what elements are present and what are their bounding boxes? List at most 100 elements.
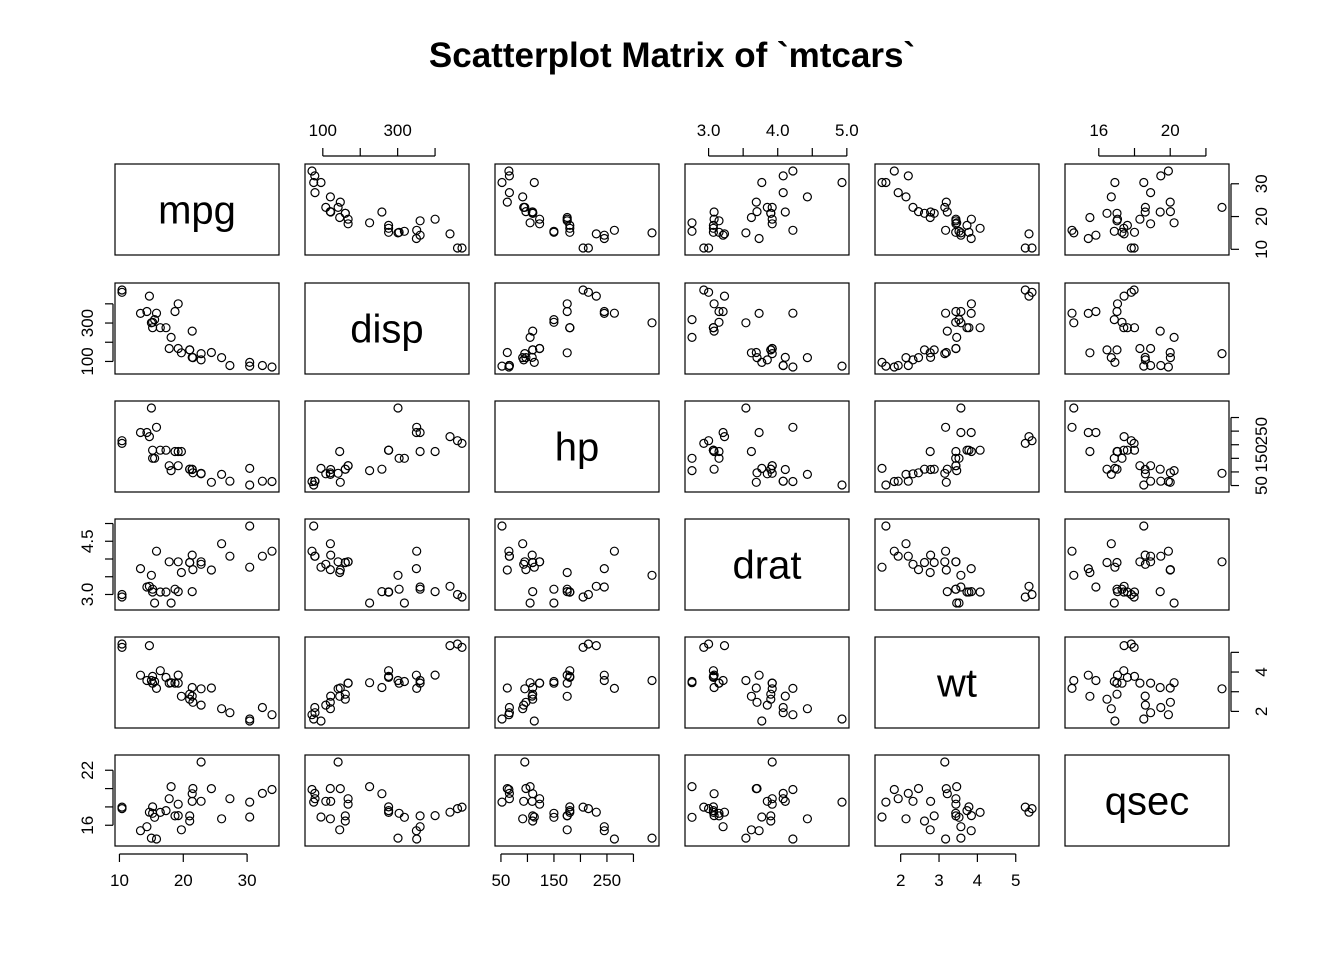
point-qsec-drat-0 — [766, 816, 776, 826]
point-mpg-qsec-17 — [1156, 171, 1166, 181]
point-wt-qsec-24 — [1112, 670, 1123, 680]
point-qsec-mpg-12 — [161, 805, 171, 816]
point-hp-drat-10 — [767, 461, 777, 471]
point-drat-disp-27 — [316, 562, 326, 572]
point-wt-qsec-2 — [1140, 700, 1151, 710]
point-hp-disp-4 — [415, 446, 425, 457]
point-qsec-drat-27 — [757, 812, 767, 822]
point-wt-disp-11 — [384, 666, 394, 676]
point-drat-wt-2 — [908, 559, 918, 569]
point-mpg-drat-2 — [762, 202, 772, 212]
point-hp-wt-23 — [966, 427, 976, 438]
point-mpg-hp-28 — [609, 225, 620, 235]
point-qsec-hp-26 — [518, 814, 528, 824]
point-qsec-mpg-30 — [146, 833, 156, 843]
point-qsec-hp-2 — [519, 796, 529, 806]
tick-label-hp-bottom-2: 150 — [540, 871, 568, 890]
point-disp-qsec-1 — [1112, 345, 1122, 355]
point-drat-disp-15 — [452, 589, 463, 600]
point-hp-wt-20 — [913, 468, 924, 478]
point-hp-wt-30 — [956, 403, 966, 413]
point-wt-disp-28 — [412, 683, 422, 694]
point-drat-mpg-30 — [146, 570, 156, 580]
point-mpg-wt-28 — [940, 225, 951, 235]
point-hp-drat-3 — [709, 464, 719, 474]
panel-mpg-vs-qsec — [1064, 163, 1230, 256]
point-qsec-disp-20 — [325, 783, 335, 794]
point-mpg-wt-8 — [940, 202, 950, 212]
point-disp-qsec-23 — [1083, 308, 1093, 318]
point-disp-qsec-25 — [1145, 360, 1156, 371]
point-mpg-drat-31 — [780, 207, 790, 217]
point-drat-mpg-20 — [188, 564, 198, 575]
point-drat-wt-23 — [966, 563, 976, 574]
point-qsec-mpg-5 — [166, 781, 176, 792]
panel-frame — [494, 163, 660, 256]
point-disp-mpg-21 — [150, 315, 160, 325]
point-mpg-qsec-18 — [1139, 177, 1149, 188]
point-hp-qsec-23 — [1083, 427, 1093, 438]
point-drat-qsec-0 — [1102, 557, 1112, 568]
point-qsec-mpg-27 — [245, 812, 255, 822]
point-qsec-wt-30 — [956, 833, 966, 843]
point-qsec-disp-1 — [340, 811, 350, 821]
point-hp-qsec-15 — [1126, 436, 1136, 446]
point-qsec-drat-19 — [788, 784, 798, 795]
point-drat-mpg-29 — [176, 567, 186, 578]
point-hp-mpg-25 — [225, 476, 235, 486]
tick-label-drat-left-3: 4.5 — [78, 529, 97, 553]
point-disp-hp-25 — [504, 360, 514, 371]
point-disp-mpg-26 — [217, 353, 227, 363]
point-mpg-drat-7 — [751, 197, 761, 207]
point-drat-mpg-14 — [117, 592, 127, 602]
point-mpg-wt-19 — [889, 166, 899, 176]
point-drat-qsec-6 — [1091, 582, 1101, 592]
point-drat-wt-18 — [881, 521, 891, 531]
point-disp-hp-28 — [609, 308, 620, 318]
point-qsec-disp-25 — [310, 794, 320, 804]
point-wt-drat-8 — [767, 684, 777, 694]
point-drat-qsec-22 — [1117, 584, 1127, 594]
point-wt-hp-27 — [529, 716, 539, 726]
point-mpg-disp-24 — [430, 214, 440, 224]
point-mpg-hp-13 — [565, 227, 575, 237]
point-hp-mpg-26 — [217, 469, 227, 479]
point-drat-wt-22 — [951, 584, 961, 594]
panel-frame — [874, 518, 1040, 611]
tick-label-wt-right-0: 2 — [1252, 707, 1271, 716]
point-mpg-disp-4 — [415, 216, 425, 226]
point-qsec-mpg-15 — [117, 803, 127, 814]
point-drat-wt-17 — [903, 551, 913, 561]
point-disp-qsec-31 — [1140, 352, 1150, 362]
point-wt-hp-28 — [609, 683, 620, 694]
point-qsec-disp-14 — [457, 802, 467, 812]
panel-drat-vs-drat: drat — [684, 518, 850, 611]
point-mpg-hp-15 — [583, 243, 594, 253]
point-mpg-disp-17 — [310, 171, 320, 181]
point-hp-qsec-2 — [1140, 469, 1151, 479]
point-hp-disp-10 — [343, 461, 353, 471]
point-wt-drat-28 — [788, 683, 798, 694]
point-hp-drat-18 — [837, 480, 847, 490]
tick-label-qsec-top-0: 16 — [1089, 121, 1108, 140]
point-hp-wt-5 — [952, 466, 962, 476]
point-disp-hp-15 — [583, 287, 594, 297]
point-mpg-qsec-25 — [1145, 188, 1156, 198]
panel-qsec-vs-qsec: qsec — [1064, 754, 1230, 847]
point-qsec-hp-17 — [504, 788, 514, 799]
point-qsec-wt-6 — [956, 822, 966, 832]
point-mpg-qsec-7 — [1165, 197, 1175, 207]
point-wt-drat-31 — [780, 691, 790, 701]
point-disp-wt-31 — [925, 352, 936, 362]
point-qsec-drat-13 — [708, 802, 719, 812]
point-disp-drat-31 — [780, 352, 790, 362]
point-drat-mpg-3 — [187, 586, 197, 597]
panel-mpg-vs-wt — [874, 163, 1040, 256]
point-mpg-drat-23 — [754, 233, 764, 244]
point-disp-qsec-20 — [1165, 353, 1176, 363]
point-mpg-hp-8 — [520, 202, 530, 212]
point-wt-qsec-5 — [1169, 678, 1179, 688]
point-disp-hp-20 — [521, 353, 531, 363]
point-qsec-wt-10 — [951, 794, 961, 804]
chart-title: Scatterplot Matrix of `mtcars` — [428, 36, 916, 75]
